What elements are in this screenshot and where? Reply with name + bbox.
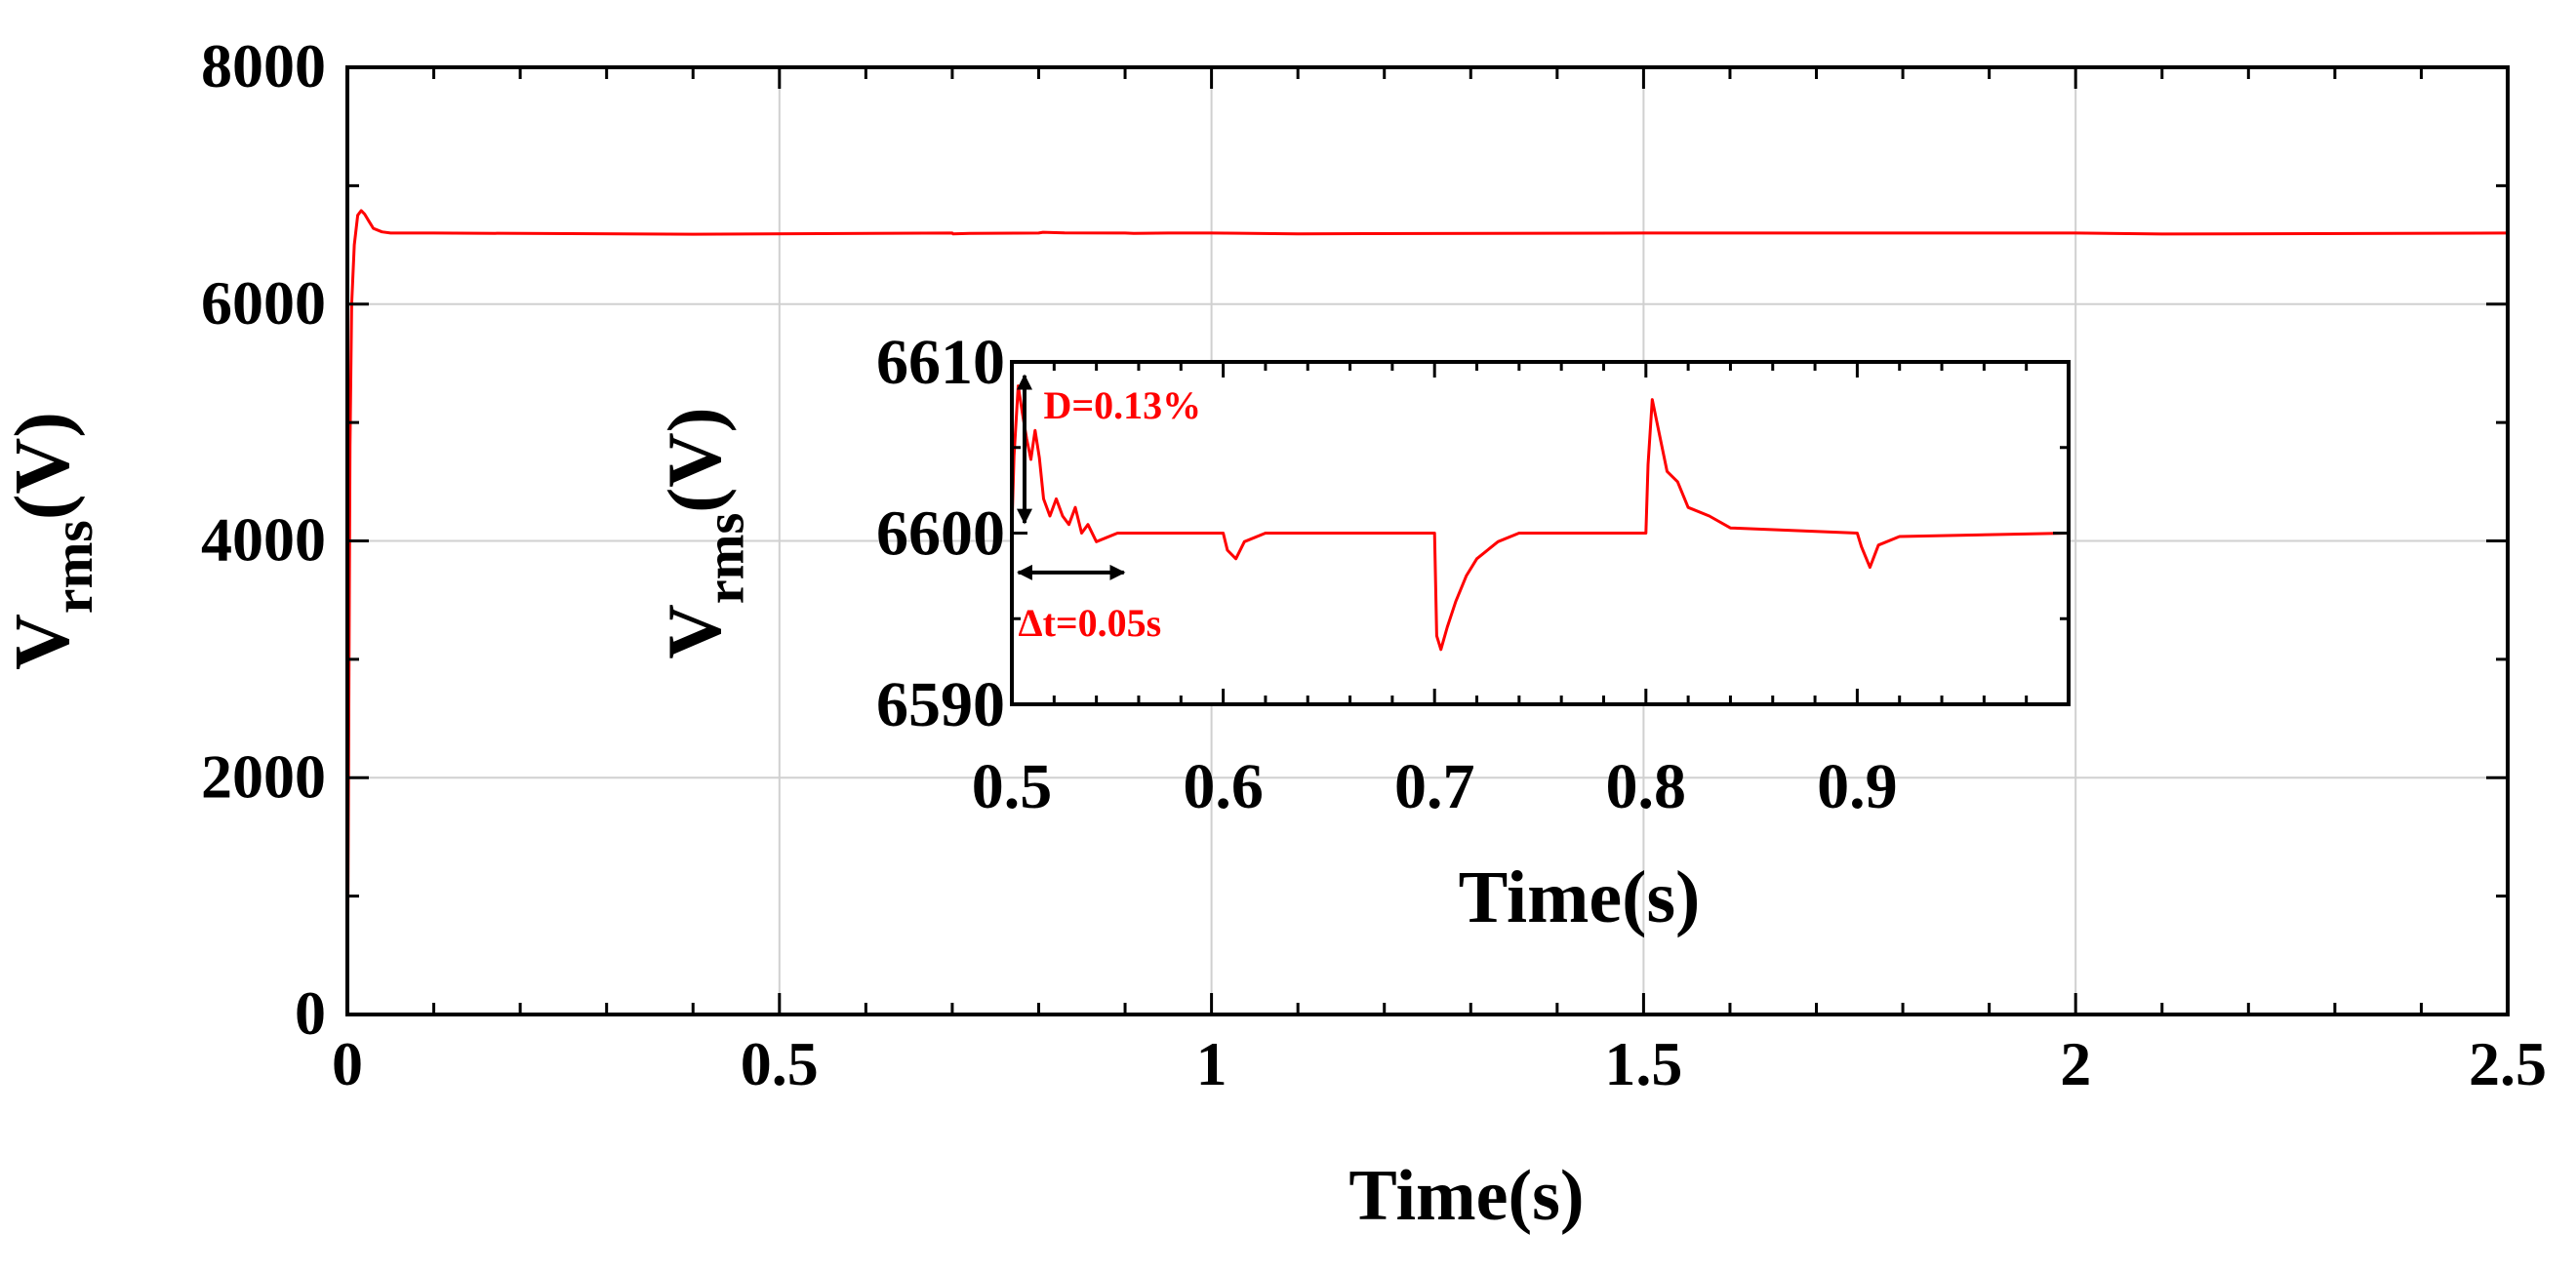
main-x-tick-label: 1.5: [1604, 1029, 1682, 1098]
inset-y-label-main: V: [652, 604, 737, 658]
inset-y-tick-label: 6610: [876, 327, 1005, 398]
inset-y-tick-label: 6600: [876, 498, 1005, 570]
inset-series-line: [1010, 384, 2070, 652]
main-x-tick-label: 2: [2060, 1029, 2091, 1098]
inset-y-tick-label: 6590: [876, 669, 1005, 740]
inset-x-tick-label: 0.9: [1817, 751, 1898, 822]
inset-chart: 0.5 0.6 0.7 0.8 0.9 6590 6600 6610 Time(s) Vrms(V…: [652, 327, 2071, 938]
main-y-tick-label: 6000: [201, 268, 326, 338]
inset-x-axis-label: Time(s): [1459, 856, 1701, 938]
main-y-tick-label: 8000: [201, 31, 326, 100]
main-x-tick-label: 2.5: [2469, 1029, 2547, 1098]
main-series-line: [345, 209, 2509, 1015]
inset-x-tick-label: 0.6: [1183, 751, 1264, 822]
inset-y-label-sub: rms: [695, 513, 755, 605]
main-y-label-unit: (V): [0, 412, 86, 520]
main-y-label-sub: rms: [43, 520, 104, 614]
main-y-axis-label: Vrms(V): [0, 412, 104, 670]
main-y-label-main: V: [0, 614, 86, 670]
inset-x-tick-label: 0.5: [972, 751, 1053, 822]
main-x-tick-label: 0.5: [741, 1029, 819, 1098]
main-y-tick-label: 0: [295, 978, 326, 1048]
main-x-tick-label: 0: [332, 1029, 363, 1098]
inset-x-tick-label: 0.8: [1606, 751, 1687, 822]
main-y-tick-label: 2000: [201, 741, 326, 811]
main-chart: 0 0.5 1 1.5 2 2.5 0 2000 4000 6000 8000 Time(s) Vrms…: [0, 31, 2547, 1236]
inset-annotation: Δt=0.05s: [1018, 601, 1161, 645]
main-x-axis-label: Time(s): [1348, 1156, 1584, 1236]
inset-y-axis-label: Vrms(V): [652, 407, 755, 658]
inset-annotation: D=0.13%: [1043, 383, 1201, 427]
main-x-tick-label: 1: [1196, 1029, 1228, 1098]
main-y-tick-label: 4000: [201, 505, 326, 575]
inset-y-label-unit: (V): [652, 407, 737, 512]
inset-x-tick-label: 0.7: [1394, 751, 1475, 822]
